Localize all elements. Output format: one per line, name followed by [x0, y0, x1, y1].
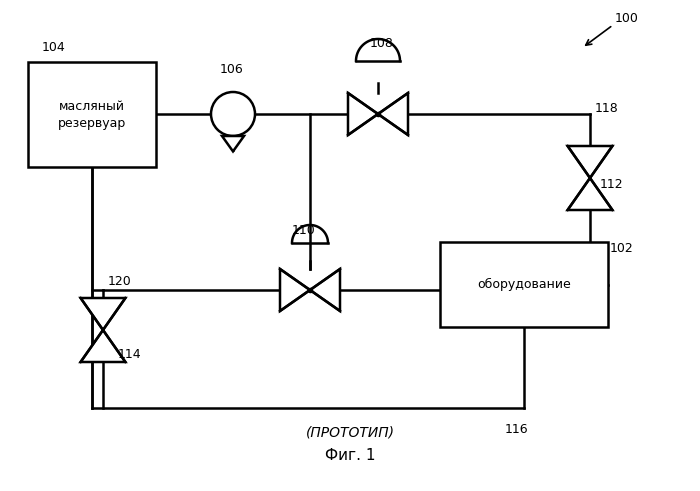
Text: 106: 106 — [220, 63, 244, 76]
Polygon shape — [348, 93, 378, 135]
Text: Фиг. 1: Фиг. 1 — [325, 447, 375, 463]
Polygon shape — [568, 178, 612, 210]
Text: 120: 120 — [108, 275, 132, 288]
Text: 108: 108 — [370, 37, 394, 50]
Text: 112: 112 — [600, 179, 624, 191]
Polygon shape — [378, 93, 408, 135]
Text: масляный
резервуар: масляный резервуар — [58, 100, 126, 130]
Polygon shape — [568, 146, 612, 178]
Bar — [440, 242, 608, 327]
Text: 114: 114 — [118, 349, 141, 361]
Text: 104: 104 — [42, 41, 66, 54]
Text: (ПРОТОТИП): (ПРОТОТИП) — [305, 425, 395, 439]
Polygon shape — [80, 330, 125, 362]
Polygon shape — [310, 269, 340, 311]
Circle shape — [211, 92, 255, 136]
Text: 118: 118 — [595, 102, 619, 114]
Polygon shape — [80, 298, 125, 330]
Text: оборудование: оборудование — [477, 278, 571, 291]
Text: 110: 110 — [292, 224, 316, 237]
Text: 100: 100 — [615, 11, 639, 25]
Polygon shape — [280, 269, 310, 311]
Text: 102: 102 — [610, 242, 634, 254]
Text: 116: 116 — [504, 423, 528, 436]
Bar — [28, 62, 156, 167]
Polygon shape — [222, 136, 244, 151]
